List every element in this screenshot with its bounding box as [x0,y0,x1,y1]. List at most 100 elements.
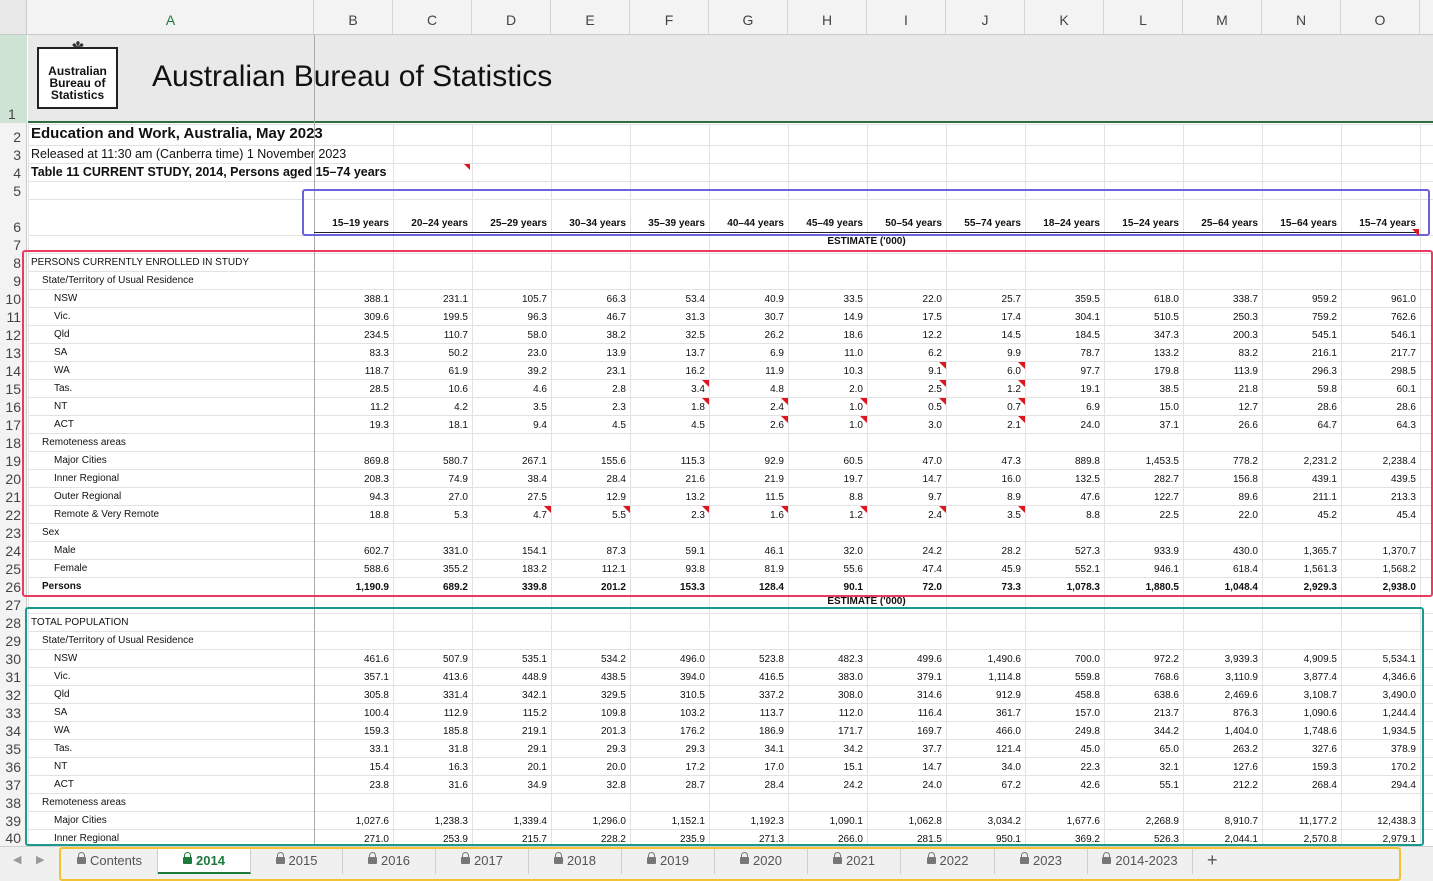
value-cell[interactable]: 271.3 [758,834,784,845]
value-cell[interactable]: 331.4 [442,690,468,701]
value-cell[interactable]: 6.2 [928,348,942,359]
value-cell[interactable]: 355.2 [442,564,468,575]
value-cell[interactable]: 4,346.6 [1382,672,1416,683]
value-cell[interactable]: 430.0 [1232,546,1258,557]
value-cell[interactable]: 588.6 [363,564,389,575]
value-cell[interactable]: 217.7 [1390,348,1416,359]
value-cell[interactable]: 338.7 [1232,294,1258,305]
value-cell[interactable]: 235.9 [679,834,705,845]
value-cell[interactable]: 339.8 [521,582,547,593]
value-cell[interactable]: 3.0 [928,420,942,431]
row-header-5[interactable]: 5 [13,183,21,199]
row-label[interactable]: State/Territory of Usual Residence [42,635,194,646]
value-cell[interactable]: 45.0 [1080,744,1100,755]
value-cell[interactable]: 31.8 [448,744,468,755]
value-cell[interactable]: 889.8 [1074,456,1100,467]
row-label[interactable]: Inner Regional [54,473,120,484]
row-label[interactable]: Qld [54,689,70,700]
column-header-g[interactable]: G [709,0,788,34]
row-header-10[interactable]: 10 [5,291,21,307]
age-header[interactable]: 15–64 years [1280,218,1337,229]
value-cell[interactable]: 359.5 [1074,294,1100,305]
value-cell[interactable]: 618.0 [1153,294,1179,305]
value-cell[interactable]: 28.7 [685,780,705,791]
value-cell[interactable]: 388.1 [363,294,389,305]
row-header-16[interactable]: 16 [5,399,21,415]
value-cell[interactable]: 201.3 [600,726,626,737]
row-header-1[interactable]: 1 [0,35,27,123]
value-cell[interactable]: 201.2 [600,582,626,593]
value-cell[interactable]: 128.4 [758,582,784,593]
value-cell[interactable]: 113.7 [759,708,784,719]
value-cell[interactable]: 5.5 [612,510,626,521]
value-cell[interactable]: 2,238.4 [1382,456,1416,467]
value-cell[interactable]: 602.7 [363,546,389,557]
value-cell[interactable]: 115.3 [680,456,705,467]
row-header-23[interactable]: 23 [5,525,21,541]
value-cell[interactable]: 1.6 [770,510,784,521]
value-cell[interactable]: 64.3 [1396,420,1416,431]
value-cell[interactable]: 383.0 [837,672,863,683]
value-cell[interactable]: 38.4 [527,474,547,485]
row-header-36[interactable]: 36 [5,759,21,775]
value-cell[interactable]: 296.3 [1311,366,1337,377]
value-cell[interactable]: 200.3 [1232,330,1258,341]
value-cell[interactable]: 559.8 [1074,672,1100,683]
value-cell[interactable]: 4.7 [533,510,547,521]
value-cell[interactable]: 2,268.9 [1145,816,1179,827]
value-cell[interactable]: 38.2 [606,330,626,341]
value-cell[interactable]: 50.2 [448,348,468,359]
row-label[interactable]: TOTAL POPULATION [31,617,129,628]
row-label[interactable]: Major Cities [54,815,107,826]
value-cell[interactable]: 458.8 [1074,690,1100,701]
value-cell[interactable]: 298.5 [1390,366,1416,377]
row-label[interactable]: PERSONS CURRENTLY ENROLLED IN STUDY [31,257,250,268]
value-cell[interactable]: 61.9 [448,366,468,377]
value-cell[interactable]: 65.0 [1159,744,1179,755]
value-cell[interactable]: 31.6 [448,780,468,791]
comment-indicator[interactable] [939,398,946,405]
row-label[interactable]: Major Cities [54,455,107,466]
value-cell[interactable]: 155.6 [600,456,626,467]
value-cell[interactable]: 112.9 [443,708,468,719]
row-header-37[interactable]: 37 [5,777,21,793]
age-header[interactable]: 15–74 years [1359,218,1416,229]
value-cell[interactable]: 1,238.3 [434,816,468,827]
value-cell[interactable]: 2,570.8 [1303,834,1337,845]
value-cell[interactable]: 109.8 [600,708,626,719]
value-cell[interactable]: 9.4 [533,420,547,431]
row-header-20[interactable]: 20 [5,471,21,487]
tab-2017[interactable]: 2017 [436,847,529,874]
value-cell[interactable]: 132.5 [1074,474,1100,485]
row-header-11[interactable]: 11 [6,309,21,325]
value-cell[interactable]: 153.3 [679,582,705,593]
value-cell[interactable]: 184.5 [1074,330,1100,341]
add-sheet-icon[interactable]: + [1207,850,1218,870]
value-cell[interactable]: 1,062.8 [908,816,942,827]
value-cell[interactable]: 4.5 [612,420,626,431]
value-cell[interactable]: 2.5 [928,384,942,395]
value-cell[interactable]: 186.9 [758,726,784,737]
value-cell[interactable]: 20.1 [527,762,547,773]
value-cell[interactable]: 59.1 [685,546,705,557]
comment-indicator[interactable] [1412,229,1419,236]
row-header-7[interactable]: 7 [13,237,21,253]
value-cell[interactable]: 10.6 [448,384,468,395]
value-cell[interactable]: 3.5 [533,402,547,413]
value-cell[interactable]: 211.1 [1312,492,1337,503]
value-cell[interactable]: 34.1 [764,744,784,755]
row-label[interactable]: NSW [54,653,78,664]
column-header-l[interactable]: L [1104,0,1183,34]
column-header-e[interactable]: E [551,0,630,34]
value-cell[interactable]: 33.5 [843,294,863,305]
value-cell[interactable]: 72.0 [922,582,942,593]
age-header[interactable]: 20–24 years [411,218,468,229]
comment-indicator[interactable] [860,416,867,423]
value-cell[interactable]: 28.4 [606,474,626,485]
row-label[interactable]: NT [54,401,68,412]
value-cell[interactable]: 73.3 [1001,582,1021,593]
value-cell[interactable]: 8.8 [1086,510,1100,521]
value-cell[interactable]: 34.9 [527,780,547,791]
row-header-39[interactable]: 39 [5,813,21,829]
